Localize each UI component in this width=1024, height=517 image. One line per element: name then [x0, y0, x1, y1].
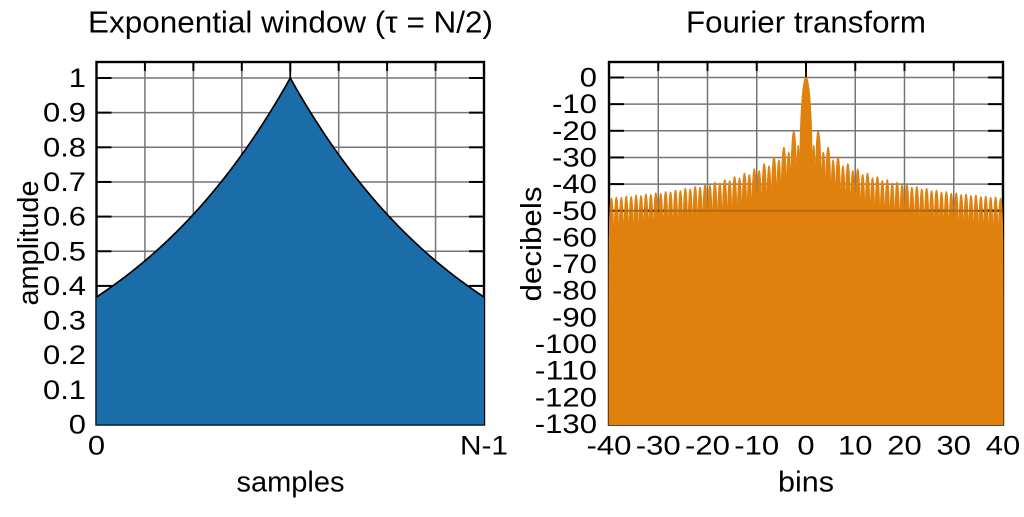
svg-text:0: 0: [88, 431, 105, 461]
svg-text:20: 20: [887, 431, 921, 461]
svg-text:-110: -110: [535, 356, 597, 386]
svg-text:10: 10: [838, 431, 872, 461]
svg-text:-20: -20: [552, 116, 597, 146]
svg-text:0.2: 0.2: [43, 340, 86, 370]
svg-text:-50: -50: [552, 196, 597, 226]
svg-text:0.1: 0.1: [43, 375, 86, 405]
svg-text:-60: -60: [552, 222, 597, 252]
svg-text:0.3: 0.3: [43, 306, 86, 336]
svg-text:-90: -90: [552, 302, 597, 332]
svg-text:samples: samples: [237, 467, 345, 499]
svg-text:0: 0: [69, 410, 86, 440]
svg-text:-130: -130: [535, 409, 597, 439]
svg-text:0.9: 0.9: [43, 98, 86, 128]
svg-text:1: 1: [69, 63, 86, 93]
svg-text:-30: -30: [636, 431, 681, 461]
svg-text:-80: -80: [552, 276, 597, 306]
svg-text:0: 0: [797, 431, 814, 461]
svg-text:-30: -30: [552, 142, 597, 172]
svg-text:0.7: 0.7: [43, 167, 86, 197]
svg-text:0.5: 0.5: [43, 236, 86, 266]
svg-text:bins: bins: [778, 467, 834, 499]
svg-text:-100: -100: [535, 329, 597, 359]
svg-text:30: 30: [937, 431, 971, 461]
svg-text:Exponential window (τ = N/2): Exponential window (τ = N/2): [88, 5, 493, 40]
svg-text:decibels: decibels: [516, 187, 548, 302]
svg-text:0.8: 0.8: [43, 132, 86, 162]
svg-text:0.4: 0.4: [43, 271, 86, 301]
svg-text:0: 0: [580, 63, 597, 93]
svg-text:N-1: N-1: [460, 431, 508, 461]
svg-text:Fourier transform: Fourier transform: [686, 5, 926, 40]
svg-text:amplitude: amplitude: [13, 181, 45, 306]
svg-text:-40: -40: [552, 169, 597, 199]
svg-text:-10: -10: [552, 89, 597, 119]
svg-text:-10: -10: [734, 431, 779, 461]
svg-text:-70: -70: [552, 249, 597, 279]
svg-text:-40: -40: [587, 431, 632, 461]
svg-text:-20: -20: [685, 431, 730, 461]
svg-text:0.6: 0.6: [43, 202, 86, 232]
svg-text:-120: -120: [535, 382, 597, 412]
svg-text:40: 40: [986, 431, 1020, 461]
